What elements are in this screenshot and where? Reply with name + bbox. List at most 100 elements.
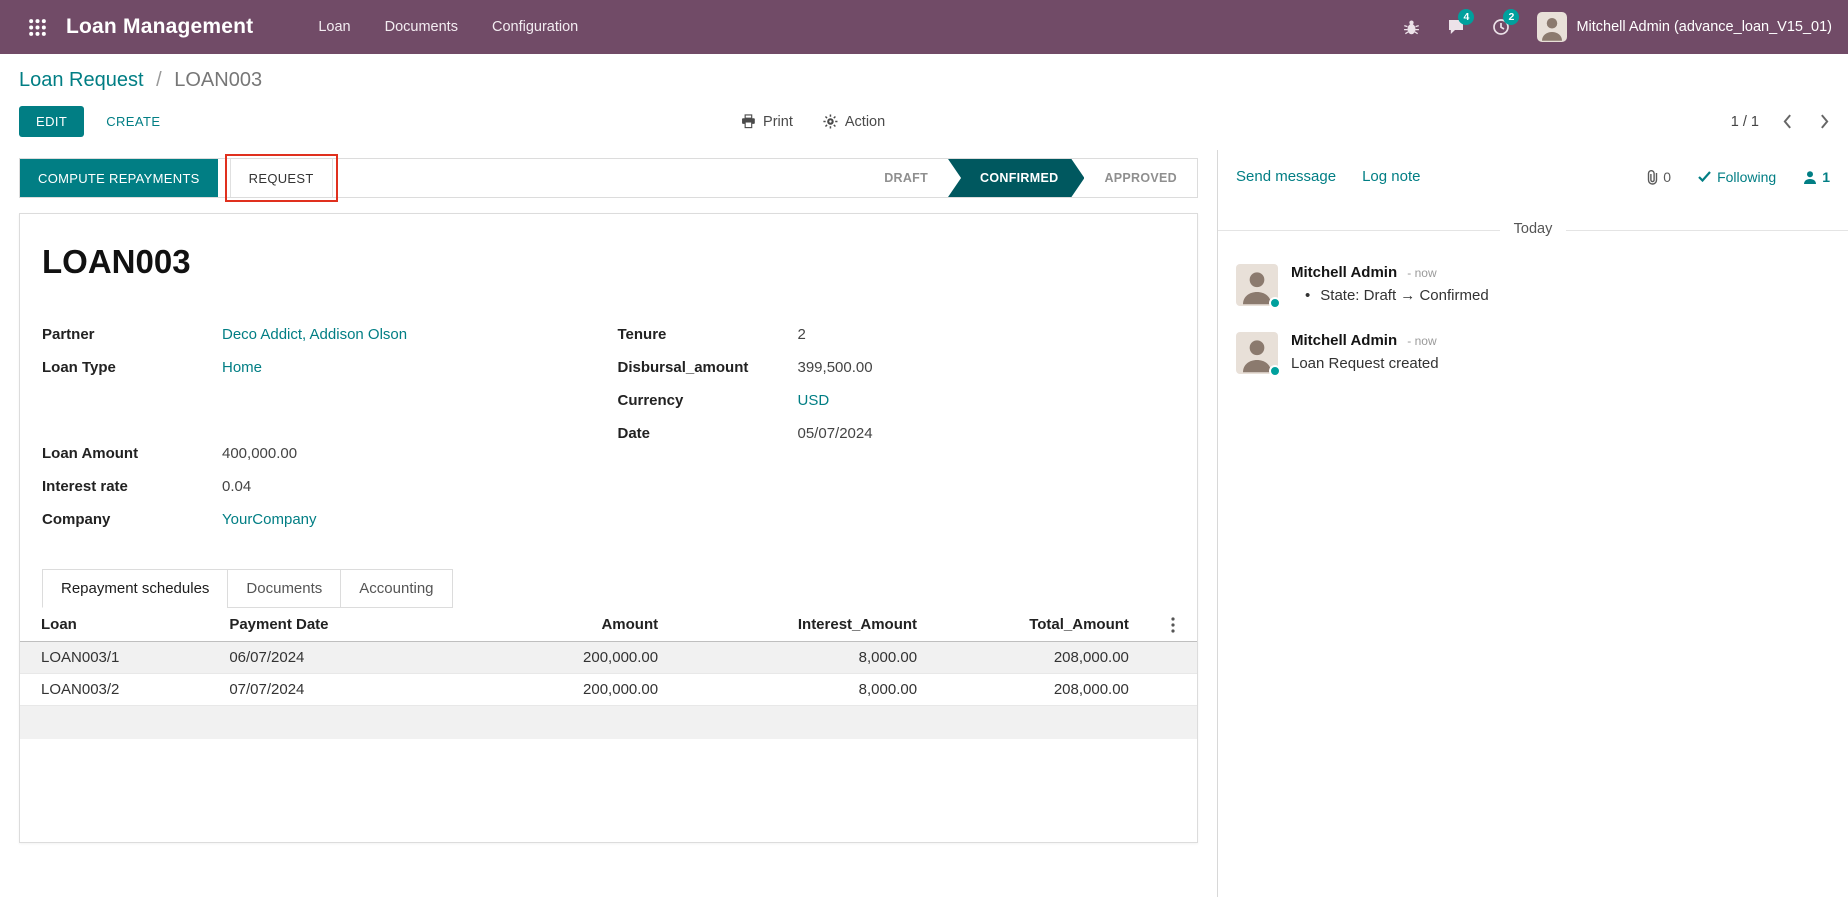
left-column: Partner Deco Addict, Addison Olson Loan … [42,325,598,543]
menu-configuration[interactable]: Configuration [491,19,579,35]
tab-accounting[interactable]: Accounting [340,569,453,608]
table-row[interactable]: LOAN003/1 06/07/2024 200,000.00 8,000.00… [20,641,1197,674]
message-text: Loan Request created [1291,355,1439,372]
message: Mitchell Admin - now State: Draft → Conf… [1218,251,1848,319]
pager: 1 / 1 [1731,114,1829,130]
loan-type-link[interactable]: Home [222,359,263,376]
list-options-button[interactable] [1149,608,1197,642]
print-button[interactable]: Print [741,114,793,130]
cell-amount[interactable]: 200,000.00 [467,641,680,674]
apps-grid-icon [28,18,46,36]
following-label: Following [1717,168,1777,185]
user-menu[interactable]: Mitchell Admin (advance_loan_V15_01) [1537,12,1832,42]
print-label: Print [763,113,793,130]
pager-previous-button[interactable] [1783,114,1792,129]
loan-amount-value: 400,000.00 [222,445,298,462]
cell-payment-date[interactable]: 06/07/2024 [208,641,468,674]
state-confirmed[interactable]: CONFIRMED [948,159,1084,197]
cell-loan[interactable]: LOAN003/2 [20,673,209,706]
debug-button[interactable] [1403,19,1420,36]
state-approved[interactable]: APPROVED [1104,171,1177,185]
breadcrumb-current: LOAN003 [174,69,263,91]
user-avatar [1537,12,1568,42]
control-panel: EDIT CREATE Print Action 1 / 1 [0,93,1848,150]
table-row[interactable]: LOAN003/2 07/07/2024 200,000.00 8,000.00… [20,673,1197,706]
column-amount[interactable]: Amount [467,608,680,642]
cell-interest-amount[interactable]: 8,000.00 [679,641,939,674]
send-message-button[interactable]: Send message [1236,168,1337,185]
breadcrumb-parent-link[interactable]: Loan Request [19,69,144,91]
control-panel-actions: Print Action [741,114,885,130]
message-time: - now [1407,334,1437,348]
apps-menu-button[interactable] [16,0,58,54]
follower-count: 1 [1822,168,1830,185]
followers-button[interactable]: 1 [1803,169,1830,185]
column-payment-date[interactable]: Payment Date [208,608,468,642]
log-note-button[interactable]: Log note [1362,168,1421,185]
column-loan[interactable]: Loan [20,608,209,642]
pager-next-button[interactable] [1820,114,1829,129]
cell-total-amount[interactable]: 208,000.00 [938,641,1150,674]
table-header-row: Loan Payment Date Amount Interest_Amount… [20,608,1197,642]
field-currency: Currency USD [617,392,830,409]
date-divider-label: Today [1499,221,1567,237]
chevron-right-icon [1821,114,1829,129]
company-link[interactable]: YourCompany [222,511,317,528]
menu-loan[interactable]: Loan [318,19,351,35]
breadcrumb-separator: / [156,69,162,91]
cell-amount[interactable]: 200,000.00 [467,673,680,706]
top-navbar: Loan Management Loan Documents Configura… [0,0,1848,54]
check-icon [1698,171,1711,182]
field-disbursal-amount: Disbursal_amount 399,500.00 [617,359,873,376]
cell-loan[interactable]: LOAN003/1 [20,641,209,674]
gear-icon [823,114,838,129]
field-groups: Partner Deco Addict, Addison Olson Loan … [42,325,1173,543]
chatter-panel: Send message Log note 0 Following [1218,150,1848,897]
breadcrumb: Loan Request / LOAN003 [0,54,1848,93]
tab-documents[interactable]: Documents [227,569,342,608]
table-filler-row [20,705,1197,739]
create-button[interactable]: CREATE [106,114,161,129]
online-status-dot [1269,365,1281,377]
field-interest-rate: Interest rate 0.04 [42,478,252,495]
edit-button[interactable]: EDIT [19,106,85,137]
column-total-amount[interactable]: Total_Amount [938,608,1150,642]
message-avatar [1236,332,1281,377]
interest-rate-value: 0.04 [222,478,252,495]
messages-button[interactable]: 4 [1447,9,1475,36]
status-pipeline: DRAFT CONFIRMED APPROVED [864,159,1197,197]
kebab-menu-icon [1171,616,1176,633]
message-tracking-text: State: Draft → Confirmed [1291,287,1488,304]
action-button[interactable]: Action [823,114,885,130]
bug-icon [1404,19,1420,34]
column-interest-amount[interactable]: Interest_Amount [679,608,939,642]
date-divider: Today [1218,219,1848,241]
attachment-count: 0 [1663,168,1672,185]
attachments-button[interactable]: 0 [1645,169,1671,185]
content: COMPUTE REPAYMENTS REQUEST DRAFT CONFIRM… [0,150,1848,897]
partner-link[interactable]: Deco Addict, Addison Olson [222,326,408,343]
printer-icon [742,114,755,129]
user-name: Mitchell Admin (advance_loan_V15_01) [1576,19,1832,35]
cell-interest-amount[interactable]: 8,000.00 [679,673,939,706]
tab-repayment-schedules[interactable]: Repayment schedules [42,569,229,608]
following-button[interactable]: Following [1698,169,1776,185]
state-draft[interactable]: DRAFT [884,171,929,185]
menu-documents[interactable]: Documents [384,19,458,35]
message: Mitchell Admin - now Loan Request create… [1218,319,1848,387]
compute-repayments-button[interactable]: COMPUTE REPAYMENTS [20,159,218,197]
activities-button[interactable]: 2 [1492,9,1520,36]
online-status-dot [1269,297,1281,309]
currency-link[interactable]: USD [797,392,830,409]
cell-payment-date[interactable]: 07/07/2024 [208,673,468,706]
navbar-systray: 4 2 Mitchell Admin (advance_loan_V15_01) [1403,9,1832,42]
cell-total-amount[interactable]: 208,000.00 [938,673,1150,706]
request-button[interactable]: REQUEST [224,154,338,202]
field-date: Date 05/07/2024 [617,425,873,442]
form-view: COMPUTE REPAYMENTS REQUEST DRAFT CONFIRM… [0,150,1218,897]
chatter-toolbar: Send message Log note 0 Following [1218,150,1848,195]
right-column: Tenure 2 Disbursal_amount 399,500.00 Cur… [618,325,1174,543]
tenure-value: 2 [797,326,806,343]
message-author: Mitchell Admin [1291,264,1398,281]
activities-badge: 2 [1503,9,1520,25]
